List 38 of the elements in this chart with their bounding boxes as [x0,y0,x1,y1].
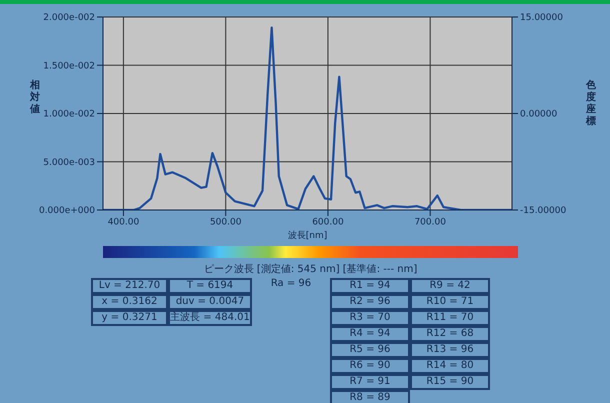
y-tick-label: 0.000e+000 [38,206,96,216]
x-tick-label: 400.00 [108,217,140,228]
text: y = 0.3271 [91,310,168,326]
text: R13 = 96 [410,342,490,358]
text: R7 = 91 [330,374,410,390]
x-tick-label: 600.00 [312,217,344,228]
text: 主波長 = 484.01 [168,310,252,326]
text: x = 0.3162 [91,294,168,310]
text: R10 = 71 [410,294,490,310]
y-tick-label: 1.000e-002 [43,110,95,120]
y2-axis-title: 色度座標 [586,80,596,128]
text: R12 = 68 [410,326,490,342]
y2-tick-label: 15.00000 [520,13,564,24]
text: R6 = 90 [330,358,410,374]
text: ピーク波長 [測定値: 545 nm] [基準値: --- nm] [202,262,418,276]
y-tick-label: 5.000e-003 [43,158,95,168]
text: R14 = 80 [410,358,490,374]
text: R1 = 94 [330,278,410,294]
y2-tick-label: -15.00000 [520,206,566,216]
text: R8 = 89 [330,390,410,403]
y-tick-label: 2.000e-002 [43,13,95,24]
text: R5 = 96 [330,342,410,358]
text: duv = 0.0047 [168,294,252,310]
y-axis-title: 相対値 [30,80,40,116]
y-tick-label: 1.500e-002 [43,61,95,72]
text: R4 = 94 [330,326,410,342]
x-tick-label: 700.00 [414,217,446,228]
text: R3 = 70 [330,310,410,326]
text: R2 = 96 [330,294,410,310]
x-tick-label: 500.00 [210,217,242,228]
text: Ra = 96 [270,278,312,291]
x-axis-title: 波長[nm] [288,230,328,241]
text: R11 = 70 [410,310,490,326]
text: R9 = 42 [410,278,490,294]
text: R15 = 90 [410,374,490,390]
y2-tick-label: 0.00000 [520,110,558,120]
text: T = 6194 [168,278,252,294]
text: Lv = 212.70 [91,278,168,294]
